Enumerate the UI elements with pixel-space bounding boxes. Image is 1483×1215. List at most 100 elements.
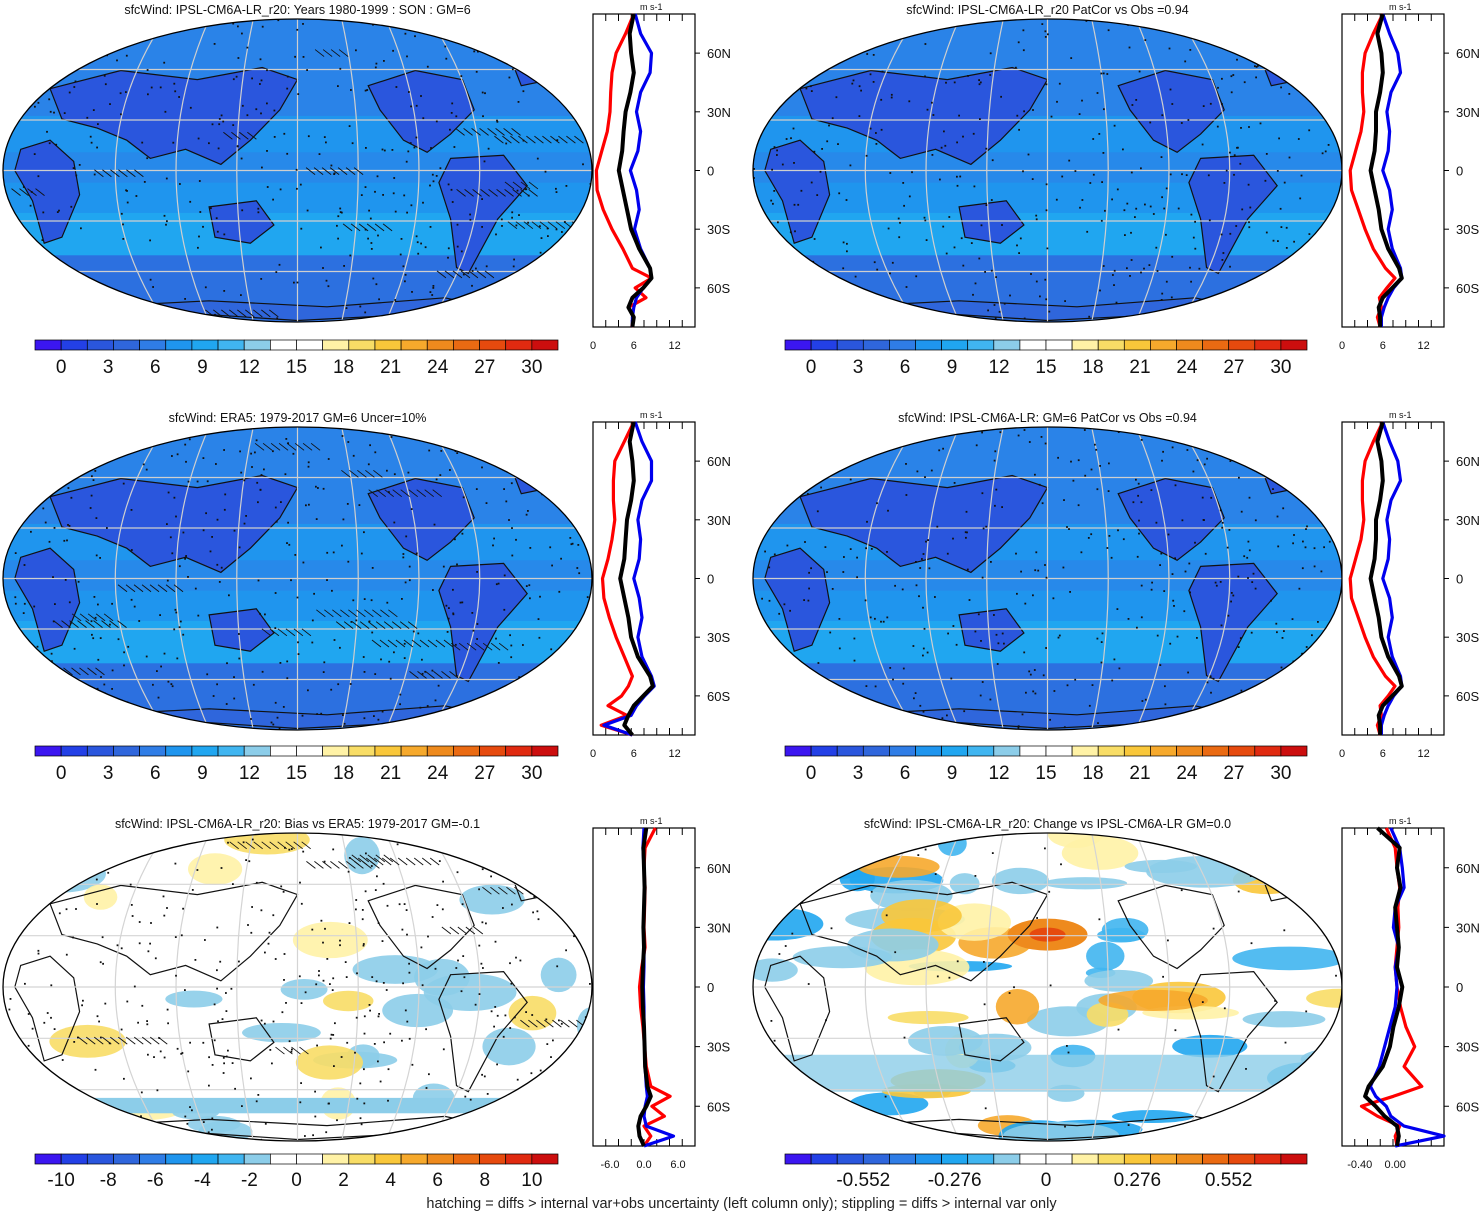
- hatch-line: [261, 309, 271, 318]
- stipple-dot: [1324, 150, 1327, 153]
- colorbar-tick-label: 30: [1270, 763, 1291, 784]
- hatch-line: [413, 857, 424, 866]
- stipple-dot: [495, 637, 497, 640]
- stipple-dot: [1094, 443, 1096, 446]
- stipple-dot: [978, 79, 980, 81]
- stipple-dot: [211, 1064, 214, 1066]
- hatch-line: [349, 469, 359, 478]
- hatch-line: [305, 167, 316, 175]
- anomaly-patch: [423, 973, 517, 1011]
- colorbar-swatch: [165, 339, 193, 351]
- colorbar-swatch: [1228, 745, 1256, 757]
- stipple-dot: [531, 1014, 534, 1016]
- stipple-dot: [770, 1020, 773, 1022]
- stipple-dot: [1138, 532, 1140, 535]
- mean-profile-line: [618, 421, 655, 737]
- stipple-dot: [1151, 581, 1153, 584]
- profile-x-tick-label: 6: [631, 340, 637, 352]
- stipple-dot: [1279, 207, 1282, 210]
- anomaly-patch: [323, 990, 374, 1012]
- hatch-line: [341, 469, 351, 478]
- stipple-dot: [1284, 1041, 1287, 1044]
- stipple-dot: [348, 857, 351, 859]
- stipple-dot: [912, 31, 914, 34]
- stipple-dot: [923, 627, 926, 630]
- stipple-dot: [238, 960, 240, 963]
- stipple-dot: [288, 1040, 291, 1043]
- stipple-dot: [278, 727, 281, 730]
- stipple-dot: [487, 147, 490, 150]
- stipple-dot: [243, 479, 246, 482]
- stipple-dot: [1135, 207, 1138, 210]
- stipple-dot: [377, 718, 380, 721]
- stipple-dot: [813, 150, 816, 153]
- stipple-dot: [826, 571, 828, 573]
- stipple-dot: [917, 854, 920, 856]
- hatch-line: [504, 181, 515, 190]
- anomaly-patch: [768, 1108, 842, 1138]
- continent-outline: [14, 547, 81, 652]
- hatch-line: [510, 135, 520, 144]
- stipple-dot: [285, 1002, 287, 1004]
- stipple-dot: [1097, 722, 1099, 724]
- stipple-dot: [364, 890, 367, 893]
- stipple-dot: [1064, 1125, 1066, 1128]
- stipple-dot: [274, 506, 277, 509]
- hatching: [39, 442, 514, 719]
- colorbar-tick-label: 10: [521, 1170, 542, 1191]
- stipple-dot: [496, 455, 499, 458]
- hatch-line: [373, 469, 383, 478]
- stipple-dot: [510, 656, 513, 659]
- stipple-dot: [355, 899, 358, 901]
- stipple-dot: [356, 1097, 359, 1100]
- stipple-dot: [90, 494, 93, 497]
- stipple-dot: [302, 23, 304, 25]
- stipple-dot: [196, 869, 199, 871]
- stipple-dot: [1144, 203, 1146, 206]
- stipple-dot: [999, 431, 1002, 434]
- stipple-dot: [306, 69, 308, 71]
- stipple-dot: [866, 520, 868, 523]
- stipple-dot: [1132, 501, 1135, 504]
- colorbar-swatch: [967, 745, 995, 757]
- stipple-dot: [47, 253, 50, 255]
- stipple-dot: [778, 612, 781, 615]
- stipple-dot: [889, 272, 891, 275]
- stipple-dot: [1210, 446, 1212, 449]
- stipple-dot: [410, 508, 413, 510]
- anomaly-patch: [1306, 988, 1342, 1008]
- hatch-line: [269, 309, 279, 318]
- stipple-dot: [1013, 986, 1015, 989]
- stipple-dot: [1130, 231, 1132, 234]
- stipple-dot: [329, 983, 331, 985]
- stipple-dot: [93, 173, 96, 176]
- stipple-dot: [1201, 1001, 1204, 1003]
- stipple-dot: [899, 221, 901, 224]
- meridian-line: [864, 833, 916, 1141]
- stipple-dot: [453, 146, 456, 148]
- hatch-line: [93, 1036, 104, 1045]
- stipple-dot: [100, 1036, 102, 1039]
- continent-outline: [764, 547, 831, 652]
- stipple-dot: [426, 65, 429, 68]
- stipple-dot: [248, 860, 251, 863]
- stipple-dot: [90, 141, 93, 144]
- stipple-dot: [138, 921, 141, 923]
- stipple-dot: [403, 194, 406, 197]
- colorbar-tick-label: 0: [56, 357, 67, 378]
- stipple-dot: [496, 119, 498, 122]
- stipple-dot: [133, 1122, 136, 1124]
- stipple-dot: [301, 714, 304, 717]
- stipple-dot: [485, 922, 487, 925]
- stipple-dot: [103, 42, 106, 45]
- stipple-dot: [1101, 181, 1103, 183]
- stipple-dot: [770, 199, 773, 202]
- stipple-dot: [440, 442, 443, 445]
- stipple-dot: [264, 1122, 267, 1125]
- stipple-dot: [511, 527, 513, 529]
- stipple-dot: [784, 945, 787, 947]
- stipple-dot: [1081, 199, 1084, 201]
- colorbar-tick-label: 12: [988, 763, 1009, 784]
- stipple-dot: [852, 79, 855, 82]
- stipple-dot: [208, 142, 210, 145]
